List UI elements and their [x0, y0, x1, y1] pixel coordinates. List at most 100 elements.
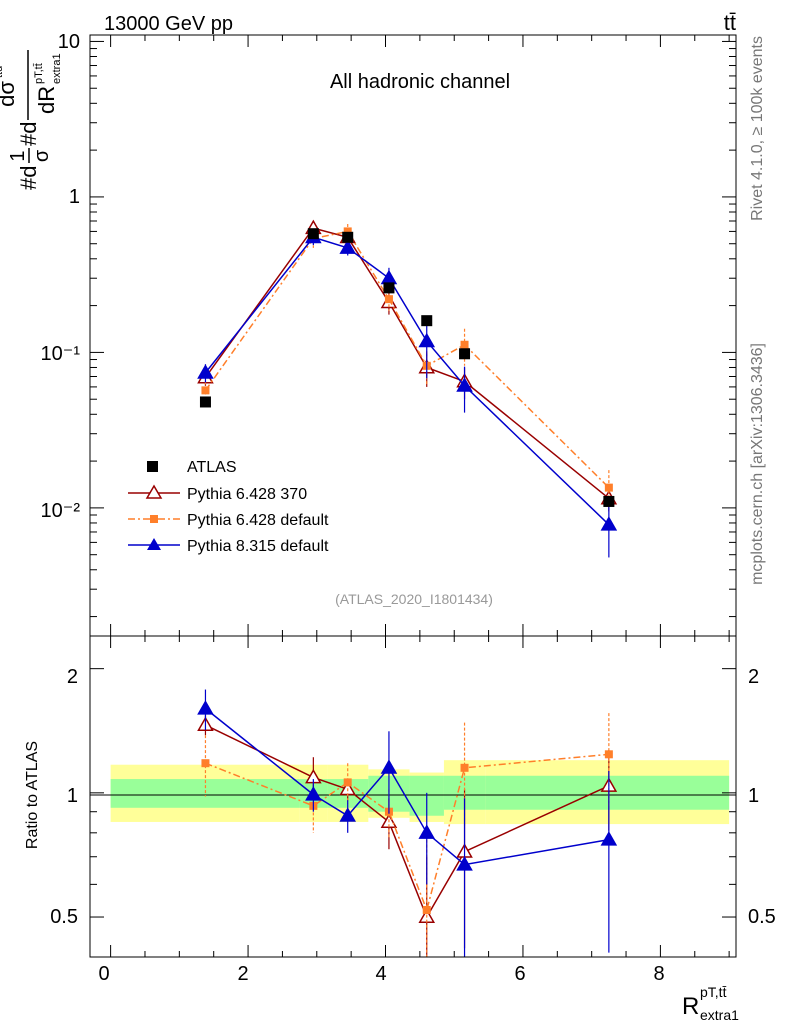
ratio-ytick-label-right-2: 2 — [748, 666, 759, 688]
legend: ATLAS Pythia 6.428 370 Pythia 6.428 defa… — [128, 459, 329, 555]
legend-label-atlas: ATLAS — [187, 459, 237, 476]
energy-label: 13000 GeV pp — [104, 13, 233, 35]
ratio-bands — [110, 760, 730, 825]
main-ytick-labels: 10⁻² 10⁻¹ 1 10 — [41, 31, 81, 522]
x-axis-label: R pT,tt̄ extra1 — [682, 984, 739, 1023]
xlabel-sup: pT,tt̄ — [700, 984, 727, 1000]
ratio-y-axis-label: Ratio to ATLAS — [24, 741, 41, 849]
main-point-p8 — [380, 269, 398, 285]
legend-entry-p6-default: Pythia 6.428 default — [128, 512, 329, 529]
main-ytick-label-1e-2: 10⁻² — [41, 500, 81, 522]
ratio-series — [197, 689, 618, 957]
ratio-point-p6-default — [460, 763, 469, 772]
xtick-label-2: 2 — [237, 963, 248, 985]
main-series-atlas — [199, 228, 615, 507]
main-series-p6-370 — [197, 219, 618, 512]
xtick-label-8: 8 — [653, 963, 664, 985]
ratio-point-p8 — [456, 856, 473, 871]
channel-label: All hadronic channel — [330, 71, 510, 93]
legend-marker-p8 — [147, 538, 161, 550]
ratio-series-p6-default — [201, 713, 613, 957]
ratio-point-p8 — [339, 807, 357, 822]
main-point-atlas — [307, 228, 319, 240]
ylabel-frac-den: σ — [31, 149, 53, 162]
ylabel-dR-sub: extra1 — [51, 53, 63, 84]
ylabel-dR-sup: pT,tt̄ — [33, 63, 45, 84]
main-point-p8 — [418, 332, 436, 348]
main-ytick-label-10: 10 — [58, 31, 80, 53]
ratio-series-p8 — [197, 689, 618, 957]
main-series — [197, 219, 618, 558]
main-point-p8 — [456, 377, 473, 392]
main-ytick-label-1: 1 — [69, 186, 80, 208]
main-point-p6-default — [384, 295, 393, 304]
main-point-atlas — [421, 315, 433, 327]
ratio-ytick-labels-right: 0.5 1 2 — [748, 666, 776, 928]
legend-marker-atlas — [147, 461, 158, 472]
xtick-label-0: 0 — [98, 963, 109, 985]
xlabel-sub: extra1 — [700, 1007, 739, 1023]
ratio-point-p8 — [418, 824, 436, 839]
ylabel-frac-num: 1 — [7, 150, 29, 161]
ratio-point-p6-default — [604, 750, 613, 759]
main-series-p8 — [197, 228, 618, 558]
ratio-point-p8 — [305, 786, 322, 801]
ratio-point-p8 — [600, 831, 618, 846]
ylabel-dR: dR — [34, 86, 59, 114]
ratio-ytick-label-right-1: 1 — [748, 785, 759, 807]
xtick-label-4: 4 — [375, 963, 386, 985]
main-point-atlas — [342, 231, 354, 243]
ratio-ticks — [90, 636, 736, 958]
mcplots-label: mcplots.cern.ch [arXiv:1306.3436] — [749, 343, 766, 585]
main-point-p6-default — [343, 227, 352, 236]
legend-entry-p6-370: Pythia 6.428 370 — [128, 484, 307, 503]
xtick-labels: 0 2 4 6 8 — [98, 963, 664, 985]
ratio-point-p6-default — [343, 778, 352, 787]
main-y-axis-label: #d 1 σ #d dσ ttd dR pT,tt̄ extra1 — [0, 50, 63, 190]
ratio-point-p6-default — [422, 905, 431, 914]
main-point-atlas — [459, 348, 471, 360]
legend-marker-p6-default — [150, 515, 158, 523]
ratio-ytick-labels-left: 0.5 1 2 — [50, 666, 78, 928]
main-point-atlas — [603, 495, 615, 507]
xtick-label-6: 6 — [514, 963, 525, 985]
legend-label-p6-370: Pythia 6.428 370 — [187, 486, 307, 503]
legend-marker-p6-370 — [145, 484, 163, 499]
ylabel-dsigma-sup: ttd — [0, 66, 5, 78]
ratio-ytick-label-0-5: 0.5 — [50, 906, 78, 928]
main-point-p6-default — [604, 483, 613, 492]
main-point-p8 — [600, 516, 618, 531]
main-point-p6-default — [460, 340, 469, 349]
ratio-series-p6-370 — [197, 715, 618, 957]
ratio-point-p8 — [380, 759, 398, 774]
main-line-p8 — [204, 236, 610, 526]
main-ticks — [90, 35, 736, 636]
legend-entry-p8: Pythia 8.315 default — [128, 538, 329, 555]
legend-label-p6-default: Pythia 6.428 default — [187, 512, 329, 529]
ratio-point-p6-default — [201, 759, 210, 768]
ylabel-prefix: #d — [16, 166, 41, 190]
ratio-band-inner — [110, 779, 300, 808]
xlabel-main: R — [682, 993, 699, 1020]
legend-label-p8: Pythia 8.315 default — [187, 538, 329, 555]
ratio-ytick-label-right-0-5: 0.5 — [748, 906, 776, 928]
ratio-ytick-label-2: 2 — [67, 666, 78, 688]
main-line-p6-370 — [204, 227, 610, 500]
ylabel-dsigma: dσ — [0, 81, 19, 107]
main-point-atlas — [199, 396, 211, 408]
main-point-atlas — [383, 282, 395, 294]
legend-entry-atlas: ATLAS — [147, 459, 237, 476]
rivet-label: Rivet 4.1.0, ≥ 100k events — [749, 36, 766, 221]
analysis-label: (ATLAS_2020_I1801434) — [335, 591, 493, 607]
svg-text:#d: #d — [16, 166, 41, 190]
ratio-ytick-label-1: 1 — [67, 785, 78, 807]
ratio-frame — [89, 635, 737, 958]
main-ytick-label-1e-1: 10⁻¹ — [41, 343, 81, 365]
main-point-p8 — [339, 239, 357, 254]
process-label: tt̄ — [724, 10, 736, 35]
ylabel-mid: #d — [16, 122, 41, 146]
ratio-point-p8 — [197, 700, 214, 715]
main-point-p8 — [197, 364, 214, 379]
main-point-p6-default — [201, 386, 210, 395]
